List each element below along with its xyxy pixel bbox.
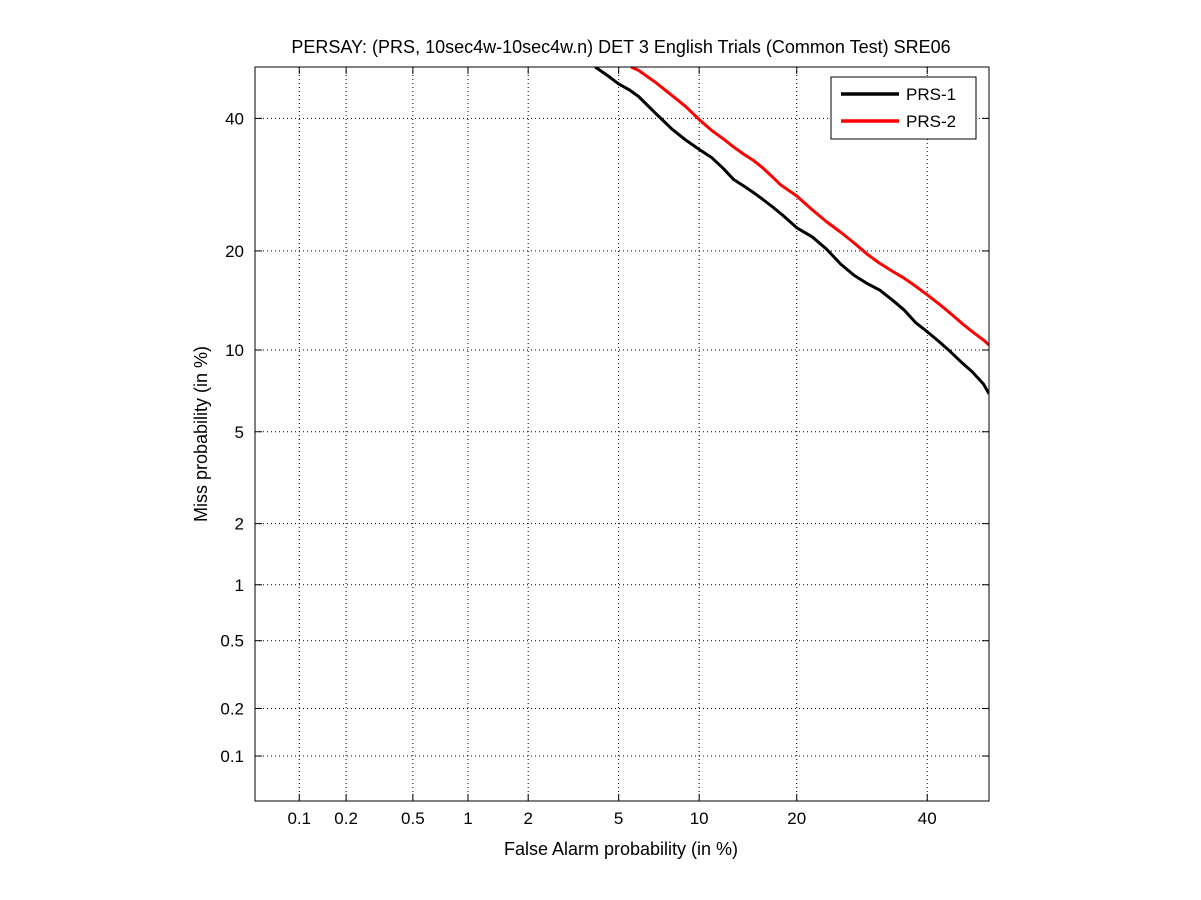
y-tick-label: 1 (235, 576, 244, 595)
y-tick-label: 0.1 (220, 747, 244, 766)
series-line-prs-2 (630, 67, 989, 347)
x-tick-label: 40 (918, 809, 937, 828)
y-tick-label: 0.5 (220, 632, 244, 651)
x-tick-label: 5 (614, 809, 623, 828)
plot-frame (254, 66, 990, 802)
axis-ticks: 0.1 0.2 0.5 1 2 5 10 20 40 0.1 0.2 0.5 1 2 5 10 20 40 (220, 67, 989, 828)
x-tick-label: 0.5 (401, 809, 425, 828)
y-tick-label: 40 (225, 109, 244, 128)
x-tick-label: 2 (523, 809, 532, 828)
y-tick-label: 2 (235, 515, 244, 534)
y-axis-label: Miss probability (in %) (191, 346, 211, 522)
chart-title: PERSAY: (PRS, 10sec4w-10sec4w.n) DET 3 E… (291, 37, 950, 57)
y-tick-label: 5 (235, 423, 244, 442)
x-tick-label: 0.2 (334, 809, 358, 828)
x-tick-label: 20 (787, 809, 806, 828)
legend-label-prs-1: PRS-1 (906, 85, 956, 104)
data-series (594, 67, 989, 395)
x-tick-label: 10 (690, 809, 709, 828)
x-axis-label: False Alarm probability (in %) (504, 839, 738, 859)
legend: PRS-1 PRS-2 (830, 76, 977, 140)
x-tick-label: 1 (463, 809, 472, 828)
y-tick-label: 20 (225, 242, 244, 261)
y-tick-label: 10 (225, 341, 244, 360)
legend-box (830, 76, 977, 140)
legend-label-prs-2: PRS-2 (906, 112, 956, 131)
series-line-prs-1 (594, 67, 989, 395)
y-tick-label: 0.2 (220, 699, 244, 718)
x-tick-label: 0.1 (287, 809, 311, 828)
